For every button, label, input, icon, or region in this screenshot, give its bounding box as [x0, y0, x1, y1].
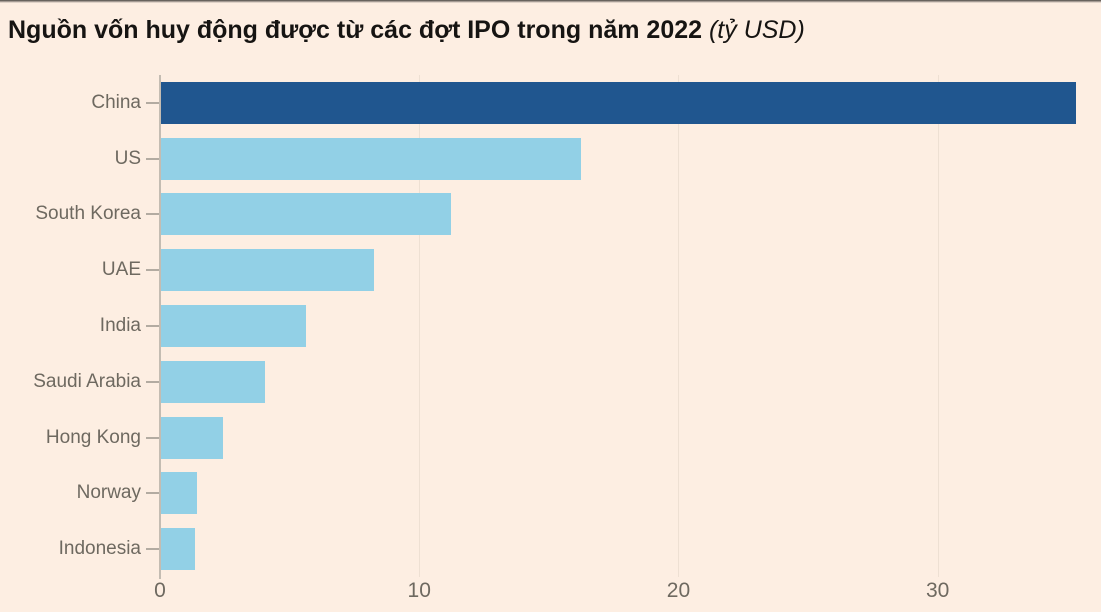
gridline-30	[937, 75, 939, 577]
category-label-china: China	[91, 91, 141, 113]
category-tick-saudi-arabia	[146, 380, 159, 383]
bar-china	[161, 81, 1077, 124]
category-tick-norway	[146, 492, 159, 495]
bar-norway	[161, 472, 198, 515]
category-tick-hong-kong	[146, 436, 159, 439]
x-tick-label-0: 0	[154, 579, 166, 602]
bar-indonesia	[161, 528, 195, 571]
category-label-hong-kong: Hong Kong	[45, 426, 141, 448]
chart-title-unit: (tỷ USD)	[702, 16, 805, 44]
category-label-india: India	[99, 314, 141, 336]
bar-uae	[161, 249, 374, 292]
category-label-us: US	[114, 147, 141, 169]
bar-us	[161, 137, 581, 180]
gridline-20	[678, 75, 680, 577]
bar-saudi-arabia	[161, 360, 265, 403]
category-tick-uae	[146, 269, 159, 272]
plot-area	[159, 75, 1101, 579]
bar-india	[161, 305, 307, 347]
category-tick-china	[146, 101, 159, 104]
chart-title: Nguồn vốn huy động được từ các đợt IPO t…	[8, 16, 805, 45]
category-label-south-korea: South Korea	[35, 203, 141, 225]
x-tick-label-10: 10	[407, 579, 431, 602]
chart-title-text: Nguồn vốn huy động được từ các đợt IPO t…	[8, 16, 703, 44]
category-label-uae: UAE	[101, 259, 141, 281]
bar-south-korea	[161, 193, 452, 236]
bar-hong-kong	[161, 416, 224, 459]
category-tick-south-korea	[146, 213, 159, 216]
category-label-indonesia: Indonesia	[58, 538, 141, 560]
x-tick-label-30: 30	[925, 579, 950, 602]
category-label-saudi-arabia: Saudi Arabia	[33, 370, 141, 392]
category-tick-indonesia	[146, 548, 159, 551]
gridline-10	[419, 75, 421, 577]
category-label-norway: Norway	[76, 482, 141, 504]
top-edge-divider	[0, 0, 1101, 3]
category-tick-india	[146, 325, 159, 327]
x-tick-label-20: 20	[666, 579, 691, 602]
axis-baseline	[159, 75, 161, 579]
category-tick-us	[146, 157, 159, 160]
